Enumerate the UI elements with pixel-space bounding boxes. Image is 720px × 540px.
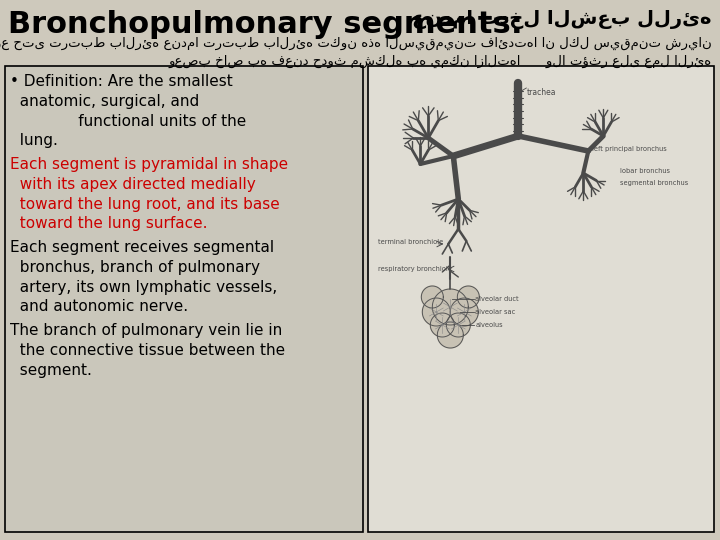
- Polygon shape: [446, 313, 470, 337]
- Text: toward the lung root, and its base: toward the lung root, and its base: [10, 197, 280, 212]
- Text: respiratory bronchiole: respiratory bronchiole: [378, 266, 452, 272]
- Text: Each segment is pyramidal in shape: Each segment is pyramidal in shape: [10, 157, 288, 172]
- Text: with its apex directed medially: with its apex directed medially: [10, 177, 256, 192]
- Text: lung.: lung.: [10, 133, 58, 148]
- Text: segment.: segment.: [10, 362, 92, 377]
- Text: Each segment receives segmental: Each segment receives segmental: [10, 240, 274, 255]
- Text: وعصب خاص به فعند حدوث مشكله به يمكن ازالتها      ولا تؤثر على عمل الرئه: وعصب خاص به فعند حدوث مشكله به يمكن ازال…: [168, 55, 712, 68]
- Text: • Definition: Are the smallest: • Definition: Are the smallest: [10, 74, 233, 89]
- Polygon shape: [431, 313, 454, 337]
- Bar: [368, 66, 714, 532]
- Bar: [5, 66, 363, 532]
- Text: عندما تدخل الشعب للرئه: عندما تدخل الشعب للرئه: [413, 10, 712, 29]
- Polygon shape: [432, 289, 468, 325]
- Text: anatomic, surgical, and: anatomic, surgical, and: [10, 94, 199, 109]
- Text: trachea: trachea: [526, 88, 556, 97]
- Text: bronchus, branch of pulmonary: bronchus, branch of pulmonary: [10, 260, 260, 275]
- Text: The branch of pulmonary vein lie in: The branch of pulmonary vein lie in: [10, 323, 282, 338]
- Polygon shape: [423, 298, 450, 326]
- Text: تتفرع حتى ترتبط بالرئه عندما ترتبط بالرئه تكون هذه السيقمينت فائدتها ان لكل سيقم: تتفرع حتى ترتبط بالرئه عندما ترتبط بالرئ…: [0, 37, 712, 50]
- Text: artery, its own lymphatic vessels,: artery, its own lymphatic vessels,: [10, 280, 277, 294]
- Polygon shape: [457, 286, 480, 308]
- Text: functional units of the: functional units of the: [10, 113, 246, 129]
- Text: alveolar sac: alveolar sac: [475, 309, 516, 315]
- Text: lobar bronchus: lobar bronchus: [621, 168, 670, 174]
- Text: toward the lung surface.: toward the lung surface.: [10, 216, 207, 231]
- Text: Bronchopulmonary segments:: Bronchopulmonary segments:: [8, 10, 523, 39]
- Polygon shape: [437, 322, 464, 348]
- Text: the connective tissue between the: the connective tissue between the: [10, 343, 285, 358]
- Text: alveolus: alveolus: [475, 322, 503, 328]
- Text: terminal bronchiole: terminal bronchiole: [378, 239, 444, 245]
- Text: alveolar duct: alveolar duct: [475, 296, 519, 302]
- Polygon shape: [421, 286, 444, 308]
- Polygon shape: [450, 298, 478, 326]
- Text: and autonomic nerve.: and autonomic nerve.: [10, 299, 188, 314]
- Text: left principal bronchus: left principal bronchus: [593, 146, 667, 152]
- Text: segmental bronchus: segmental bronchus: [621, 180, 688, 186]
